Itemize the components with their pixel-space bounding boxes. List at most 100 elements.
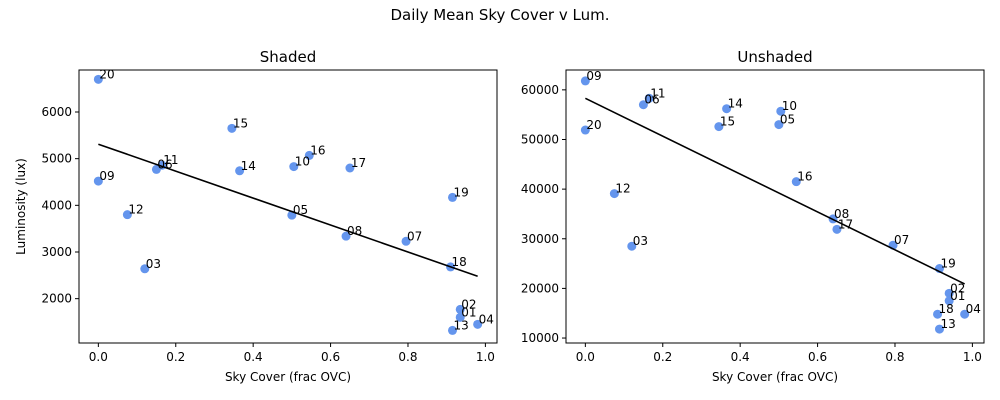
data-point: [776, 106, 786, 116]
data-point-label: 20: [586, 118, 601, 132]
y-tick-label: 6000: [41, 105, 72, 119]
data-point: [455, 304, 465, 314]
data-point-label: 06: [644, 93, 659, 107]
plot-frame: [565, 69, 985, 344]
data-point: [774, 120, 784, 130]
y-tick-label: 10000: [521, 331, 559, 345]
data-point-label: 12: [128, 203, 143, 217]
data-point: [580, 76, 590, 86]
data-point: [960, 309, 970, 319]
data-point-label: 12: [615, 182, 630, 196]
x-tick-label: 0.0: [89, 350, 108, 364]
data-point: [638, 100, 648, 110]
data-point: [933, 309, 943, 319]
data-point-label: 05: [780, 113, 795, 127]
chart-panel-shaded: Shaded 0.0 0.2 0.4 0.6 0.8 1.0 2000 3000 4000 5000…: [14, 48, 498, 384]
data-point-label: 03: [146, 257, 161, 271]
data-point-label: 07: [407, 229, 422, 243]
y-tick-label: 40000: [521, 182, 559, 196]
chart-title: Shaded: [260, 48, 317, 66]
data-point: [791, 177, 801, 187]
data-point-label: 13: [940, 317, 955, 331]
y-tick-label: 60000: [521, 83, 559, 97]
data-point-label: 19: [940, 257, 955, 271]
data-point-label: 05: [293, 203, 308, 217]
data-point: [289, 162, 299, 172]
y-tick-label: 5000: [41, 152, 72, 166]
data-point: [235, 166, 245, 176]
data-point: [93, 74, 103, 84]
data-point-label: 08: [834, 207, 849, 221]
data-point-label: 01: [461, 305, 476, 319]
data-point: [609, 189, 619, 199]
data-point-label: 14: [728, 97, 743, 111]
y-axis-label: Luminosity (lux): [14, 158, 28, 255]
data-point: [644, 93, 654, 103]
x-tick-label: 0.2: [653, 350, 672, 364]
data-point-label: 02: [461, 297, 476, 311]
data-point-label: 16: [797, 170, 812, 184]
data-point: [627, 241, 637, 251]
x-tick-label: 0.8: [885, 350, 904, 364]
x-axis-label: Sky Cover (frac OVC): [225, 370, 351, 384]
data-point: [580, 125, 590, 135]
data-point-label: 09: [99, 169, 114, 183]
x-axis-label: Sky Cover (frac OVC): [712, 370, 838, 384]
x-tick-label: 1.0: [963, 350, 982, 364]
data-point: [473, 319, 483, 329]
data-point-label: 16: [310, 143, 325, 157]
data-point: [140, 264, 150, 274]
x-tick-label: 1.0: [476, 350, 495, 364]
fit-line: [98, 143, 478, 278]
data-point-label: 17: [351, 156, 366, 170]
data-point-label: 19: [453, 185, 468, 199]
data-point-label: 08: [347, 224, 362, 238]
fit-line: [585, 97, 965, 285]
data-point: [122, 210, 132, 220]
data-point-label: 10: [782, 99, 797, 113]
y-tick-label: 30000: [521, 232, 559, 246]
data-point-label: 15: [720, 115, 735, 129]
figure-suptitle: Daily Mean Sky Cover v Lum.: [390, 6, 610, 24]
plot-frame: [78, 69, 498, 344]
y-tick-label: 20000: [521, 281, 559, 295]
data-point-label: 01: [950, 289, 965, 303]
x-tick-label: 0.2: [166, 350, 185, 364]
data-point-label: 18: [452, 255, 467, 269]
data-point-label: 03: [633, 234, 648, 248]
data-point: [93, 176, 103, 186]
data-point-label: 06: [157, 157, 172, 171]
data-point-label: 10: [295, 155, 310, 169]
x-tick-label: 0.4: [244, 350, 263, 364]
data-point-label: 07: [894, 233, 909, 247]
x-tick-label: 0.6: [808, 350, 827, 364]
y-tick-label: 4000: [41, 198, 72, 212]
data-point: [341, 231, 351, 241]
data-point: [345, 163, 355, 173]
chart-panel-unshaded: Unshaded 0.0 0.2 0.4 0.6 0.8 1.0 10000 20000 3000…: [521, 48, 985, 384]
data-point-label: 17: [838, 217, 853, 231]
x-tick-label: 0.8: [398, 350, 417, 364]
data-point: [934, 324, 944, 334]
x-tick-label: 0.4: [731, 350, 750, 364]
y-tick-label: 3000: [41, 245, 72, 259]
data-point: [401, 236, 411, 246]
data-point-label: 04: [479, 312, 494, 326]
x-tick-label: 0.0: [576, 350, 595, 364]
y-tick-label: 2000: [41, 292, 72, 306]
data-point-label: 09: [586, 69, 601, 83]
y-tick-label: 50000: [521, 132, 559, 146]
data-point: [227, 123, 237, 133]
data-point: [832, 224, 842, 234]
data-point: [447, 192, 457, 202]
data-point: [304, 150, 314, 160]
data-point-label: 13: [453, 318, 468, 332]
data-point: [455, 312, 465, 322]
data-point: [944, 288, 954, 298]
data-point-label: 02: [950, 281, 965, 295]
data-point: [722, 104, 732, 114]
data-point: [944, 296, 954, 306]
data-point: [447, 325, 457, 335]
